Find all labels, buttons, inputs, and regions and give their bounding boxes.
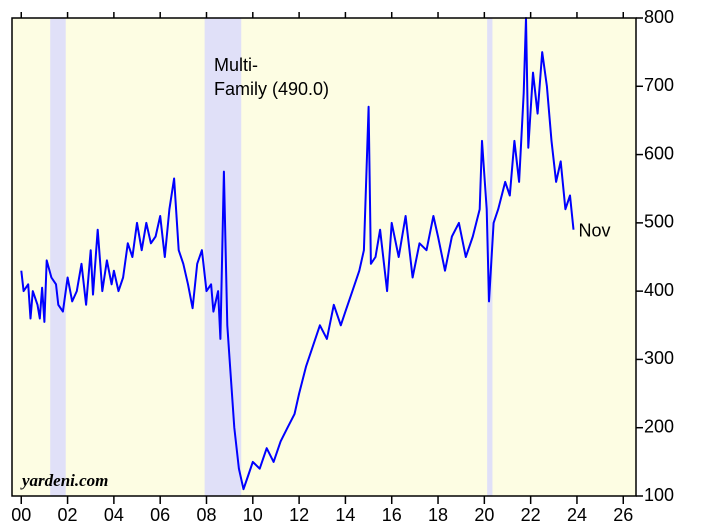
- y-tick-label: 200: [644, 416, 674, 436]
- annotation: Family (490.0): [214, 79, 329, 99]
- x-tick-label: 10: [243, 505, 263, 525]
- x-tick-label: 12: [289, 505, 309, 525]
- recession-band: [487, 18, 493, 496]
- x-tick-label: 06: [150, 505, 170, 525]
- x-tick-label: 26: [613, 505, 633, 525]
- y-tick-label: 700: [644, 75, 674, 95]
- recession-band: [50, 18, 66, 496]
- x-tick-label: 16: [382, 505, 402, 525]
- x-tick-label: 08: [196, 505, 216, 525]
- y-tick-label: 500: [644, 212, 674, 232]
- source: yardeni.com: [20, 471, 108, 490]
- plot-frame: [11, 17, 637, 497]
- x-tick-label: 20: [474, 505, 494, 525]
- x-tick-label: 18: [428, 505, 448, 525]
- x-tick-label: 00: [11, 505, 31, 525]
- x-tick-label: 02: [58, 505, 78, 525]
- x-tick-label: 14: [335, 505, 355, 525]
- y-tick-label: 400: [644, 280, 674, 300]
- x-tick-label: 24: [567, 505, 587, 525]
- y-tick-label: 600: [644, 143, 674, 163]
- annotation: Multi-: [214, 55, 258, 75]
- y-tick-label: 300: [644, 348, 674, 368]
- x-tick-label: 22: [521, 505, 541, 525]
- y-tick-label: 100: [644, 485, 674, 505]
- data-line: [20, 17, 575, 491]
- y-tick-label: 800: [644, 7, 674, 27]
- end-label: Nov: [578, 220, 610, 240]
- x-tick-label: 04: [104, 505, 124, 525]
